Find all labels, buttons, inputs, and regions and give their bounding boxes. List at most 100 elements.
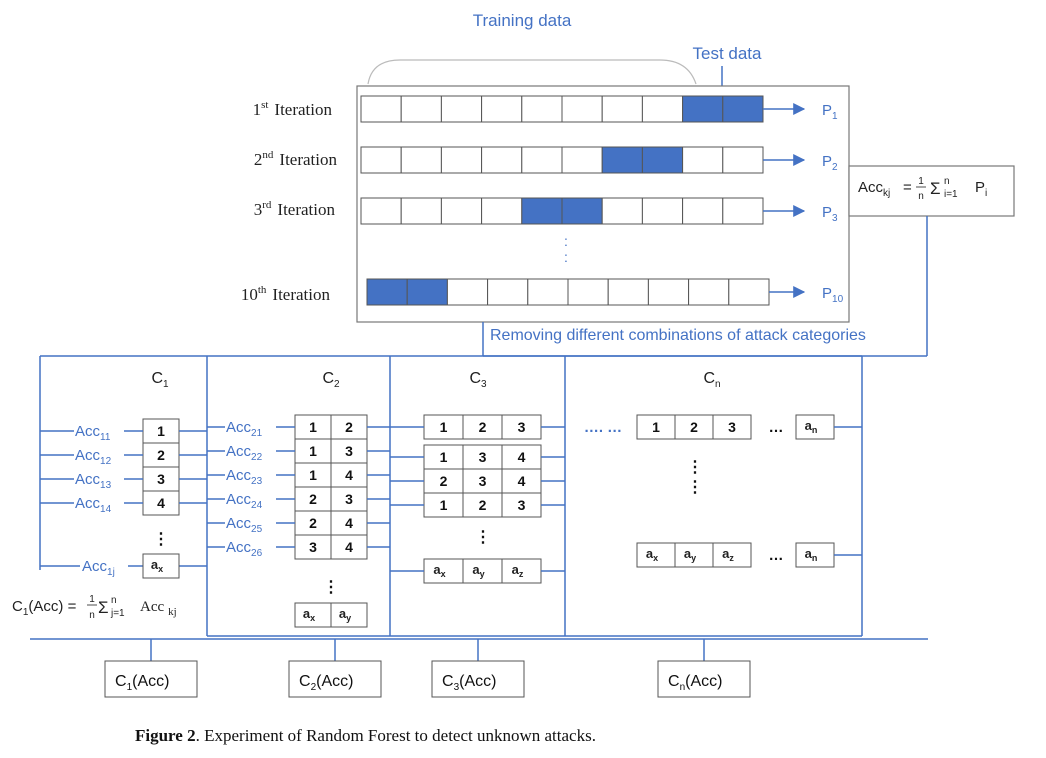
- train-fold-cell: [682, 146, 724, 174]
- category-header: C3: [469, 370, 487, 390]
- cell-value: 4: [518, 449, 526, 465]
- svg-text:Σ: Σ: [98, 598, 109, 617]
- category-header: Cn: [703, 370, 720, 390]
- result-box: [288, 660, 382, 698]
- result-box: [657, 660, 751, 698]
- cell-value: 3: [518, 419, 526, 435]
- train-fold-cell: [521, 146, 563, 174]
- prediction-label: P1: [822, 102, 838, 122]
- cell-value: az: [722, 546, 734, 563]
- iteration-label: 2nd Iteration: [254, 149, 338, 169]
- table-cell: [462, 444, 503, 470]
- test-fold-cell: [722, 95, 764, 123]
- train-fold-cell: [481, 95, 523, 123]
- cell-value: 2: [479, 419, 487, 435]
- table-cell: [501, 468, 542, 494]
- train-fold-cell: [647, 278, 690, 306]
- svg-text:Acckj: Acckj: [140, 599, 177, 618]
- svg-text:Pi: Pi: [975, 179, 987, 199]
- train-fold-cell: [567, 278, 609, 306]
- result-label: Cn(Acc): [668, 673, 722, 693]
- vertical-ellipsis: ⋮: [687, 459, 703, 476]
- result-label: C1(Acc): [115, 673, 169, 693]
- cell-value: 1: [652, 419, 660, 435]
- svg-text:1: 1: [918, 176, 924, 187]
- cell-value: ax: [303, 606, 315, 623]
- cell-value: an: [805, 418, 818, 435]
- vertical-ellipsis: ⋮: [153, 531, 169, 548]
- table-cell: [795, 414, 835, 440]
- train-fold-cell: [521, 95, 563, 123]
- train-fold-cell: [487, 278, 529, 306]
- result-box: [431, 660, 525, 698]
- table-cell: [795, 542, 835, 568]
- category-header: C1: [151, 370, 169, 390]
- iteration-label: 1st Iteration: [253, 99, 333, 119]
- cell-value: 2: [309, 515, 317, 531]
- cell-value: ay: [339, 606, 351, 623]
- table-cell: [142, 466, 180, 492]
- cell-value: 2: [479, 497, 487, 513]
- cell-value: 1: [309, 419, 317, 435]
- test-fold-cell: [682, 95, 724, 123]
- prediction-label: P3: [822, 204, 838, 224]
- table-cell: [142, 490, 180, 516]
- cell-value: 2: [345, 419, 353, 435]
- acc-label: Acc21: [226, 419, 263, 439]
- figure-caption: Figure 2. Experiment of Random Forest to…: [135, 726, 596, 745]
- table-cell: [142, 553, 180, 579]
- test-fold-cell: [521, 197, 563, 225]
- table-cell: [712, 414, 752, 440]
- prediction-label: P2: [822, 153, 838, 173]
- c3-column: 1 2 3 1 3 4 2 3 4 1 2 3 ⋮ ax ay az: [390, 414, 565, 584]
- svg-text:Σ: Σ: [930, 179, 941, 198]
- cell-value: 3: [518, 497, 526, 513]
- removing-combinations-label: Removing different combinations of attac…: [490, 327, 866, 344]
- vertical-dots: :: [564, 233, 568, 249]
- acc-label: Acc14: [75, 495, 112, 515]
- vertical-ellipsis: ⋮: [475, 529, 491, 546]
- acc-label: Acc13: [75, 471, 112, 491]
- category-grid-lines: [30, 355, 928, 640]
- acc-label: Acc26: [226, 539, 263, 559]
- svg-text:n: n: [111, 595, 117, 606]
- cell-value: 4: [345, 539, 353, 555]
- result-boxes: C1(Acc) C2(Acc) C3(Acc) Cn(Acc): [104, 639, 751, 698]
- horizontal-ellipsis: …: [769, 419, 784, 436]
- table-cell: [330, 414, 368, 440]
- acc-label: Acc1j: [82, 558, 115, 578]
- svg-text:Acckj: Acckj: [858, 179, 890, 199]
- test-fold-cell: [366, 278, 408, 306]
- train-fold-cell: [360, 95, 402, 123]
- train-fold-cell: [446, 278, 489, 306]
- test-fold-cell: [641, 146, 684, 174]
- cell-value: 4: [345, 515, 353, 531]
- train-fold-cell: [360, 146, 402, 174]
- train-fold-cell: [607, 278, 649, 306]
- train-fold-cell: [481, 146, 523, 174]
- table-cell: [501, 414, 542, 440]
- table-cell: [330, 534, 368, 560]
- cell-value: 4: [157, 495, 165, 511]
- train-fold-cell: [601, 95, 643, 123]
- cell-value: 2: [309, 491, 317, 507]
- cell-value: ax: [151, 557, 163, 574]
- cell-value: 2: [440, 473, 448, 489]
- cn-column: …. … 1 2 3 … an ⋮ ⋮ ax ay az … an: [584, 414, 862, 568]
- svg-text:C1(Acc) =: C1(Acc) =: [12, 598, 77, 618]
- table-cell: [501, 558, 542, 584]
- train-fold-cell: [561, 95, 603, 123]
- svg-text:j=1: j=1: [110, 608, 125, 619]
- acc-label: Acc24: [226, 491, 263, 511]
- acc-label: Acc23: [226, 467, 263, 487]
- cell-value: 4: [345, 467, 353, 483]
- svg-text:n: n: [944, 176, 950, 187]
- table-cell: [330, 462, 368, 488]
- c1-formula: C1(Acc) = 1 n Σ n j=1 Acc kj: [12, 594, 177, 621]
- train-fold-cell: [400, 197, 442, 225]
- table-cell: [501, 492, 542, 518]
- train-fold-cell: [722, 146, 764, 174]
- vertical-ellipsis: ⋮: [687, 479, 703, 496]
- cell-value: 1: [309, 467, 317, 483]
- acc-label: Acc11: [75, 423, 111, 443]
